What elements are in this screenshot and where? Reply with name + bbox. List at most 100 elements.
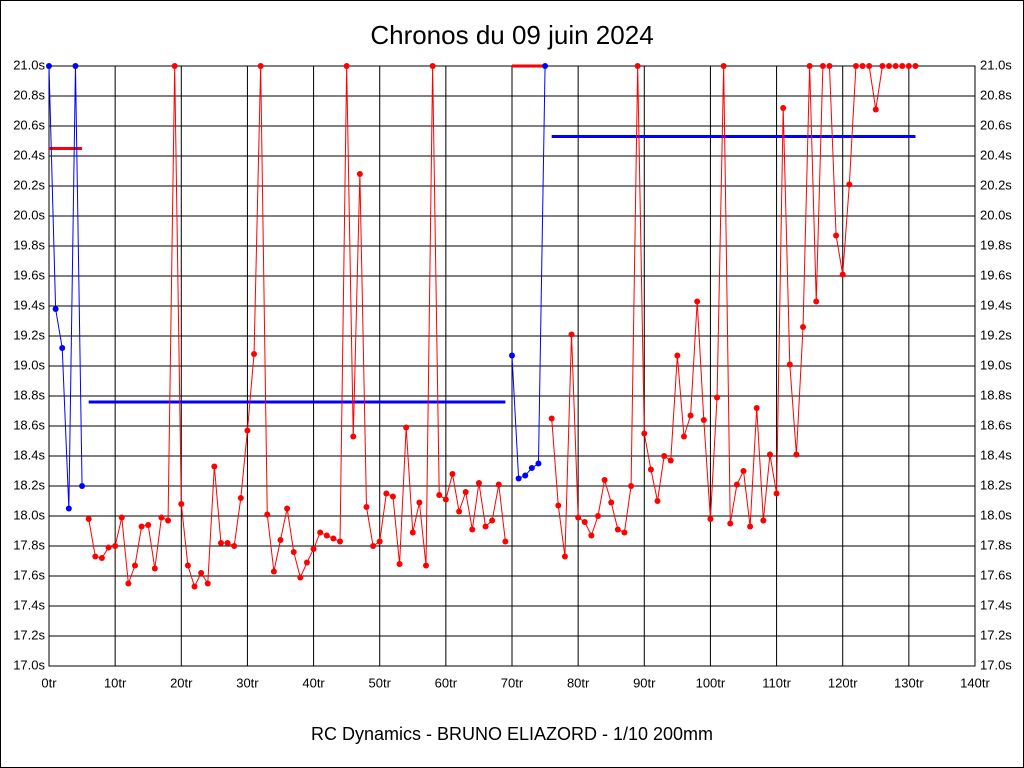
y-tick-label: 20.6s <box>13 117 45 132</box>
y2-tick-label: 18.2s <box>980 477 1012 492</box>
y2-tick-label: 17.6s <box>980 567 1012 582</box>
data-point <box>568 331 575 338</box>
data-point <box>733 481 740 488</box>
y2-tick-label: 19.2s <box>980 327 1012 342</box>
data-point <box>131 562 138 569</box>
data-point <box>105 544 112 551</box>
y-tick-label: 19.8s <box>13 237 45 252</box>
y2-tick-label: 20.2s <box>980 177 1012 192</box>
y-tick-label: 20.2s <box>13 177 45 192</box>
data-point <box>866 63 873 69</box>
y2-tick-label: 17.4s <box>980 597 1012 612</box>
x-tick-label: 30tr <box>236 675 259 690</box>
data-point <box>343 63 350 69</box>
data-point <box>707 516 714 522</box>
data-point <box>879 63 886 69</box>
y2-tick-label: 20.6s <box>980 117 1012 132</box>
data-point <box>270 568 277 575</box>
y-tick-label: 20.8s <box>13 87 45 102</box>
data-point <box>601 477 608 483</box>
data-point <box>284 505 291 512</box>
data-point <box>872 106 879 113</box>
data-point <box>65 505 72 512</box>
data-point <box>416 499 423 506</box>
y-tick-label: 19.2s <box>13 327 45 342</box>
y2-tick-label: 20.0s <box>980 207 1012 222</box>
data-point <box>184 562 191 569</box>
data-point <box>290 549 297 555</box>
y2-tick-label: 17.0s <box>980 657 1012 672</box>
data-point <box>264 511 271 518</box>
data-point <box>588 532 595 539</box>
data-point <box>515 475 522 482</box>
data-point <box>125 580 132 587</box>
x-tick-label: 110tr <box>762 675 791 690</box>
y2-tick-label: 20.8s <box>980 87 1012 102</box>
data-point <box>389 493 396 500</box>
data-point <box>85 516 92 522</box>
data-point <box>198 570 205 576</box>
x-tick-label: 90tr <box>633 675 656 690</box>
data-point <box>720 63 727 69</box>
y2-tick-label: 19.4s <box>980 297 1012 312</box>
y2-tick-label: 19.8s <box>980 237 1012 252</box>
data-point <box>680 433 687 440</box>
data-point <box>79 483 86 489</box>
data-point <box>204 580 211 587</box>
data-point <box>846 181 853 188</box>
data-point <box>509 352 515 359</box>
data-point <box>813 298 820 305</box>
data-point <box>231 543 238 549</box>
data-point <box>59 345 66 351</box>
lap-line <box>511 65 546 480</box>
data-point <box>581 519 588 525</box>
y-tick-label: 20.0s <box>13 207 45 222</box>
data-point <box>575 514 582 521</box>
data-point <box>641 430 648 437</box>
data-point <box>165 517 172 524</box>
data-point <box>383 490 390 497</box>
data-point <box>886 63 893 69</box>
data-point <box>462 489 469 495</box>
data-point <box>310 546 317 552</box>
data-point <box>257 63 264 69</box>
y-tick-label: 21.0s <box>13 57 45 72</box>
data-point <box>687 412 694 419</box>
data-point <box>561 553 568 560</box>
data-point <box>98 555 105 561</box>
y-tick-label: 17.6s <box>13 567 45 582</box>
data-point <box>800 324 807 330</box>
y-tick-label: 19.0s <box>13 357 45 372</box>
x-tick-label: 100tr <box>696 675 726 690</box>
data-point <box>548 415 555 422</box>
y-tick-label: 17.8s <box>13 537 45 552</box>
x-tick-label: 40tr <box>302 675 325 690</box>
data-point <box>905 63 912 69</box>
data-point <box>72 63 79 69</box>
lap-line <box>88 65 506 588</box>
data-point <box>912 63 919 69</box>
data-point <box>714 394 721 401</box>
data-point <box>350 433 357 440</box>
data-point <box>118 514 125 521</box>
data-point <box>661 453 668 459</box>
data-point <box>151 565 158 572</box>
data-point <box>251 351 258 357</box>
y-tick-label: 19.4s <box>13 297 45 312</box>
data-point <box>760 517 767 524</box>
data-point <box>647 466 654 473</box>
data-point <box>700 417 707 423</box>
data-point <box>323 532 330 539</box>
data-point <box>46 63 52 69</box>
data-point <box>594 513 601 519</box>
data-point <box>694 298 701 305</box>
data-point <box>171 63 178 69</box>
data-point <box>217 540 224 546</box>
data-point <box>621 529 628 536</box>
data-point <box>608 499 615 506</box>
y2-tick-label: 18.4s <box>980 447 1012 462</box>
data-point <box>211 463 218 470</box>
data-point <box>535 460 542 467</box>
x-tick-label: 130tr <box>894 675 924 690</box>
